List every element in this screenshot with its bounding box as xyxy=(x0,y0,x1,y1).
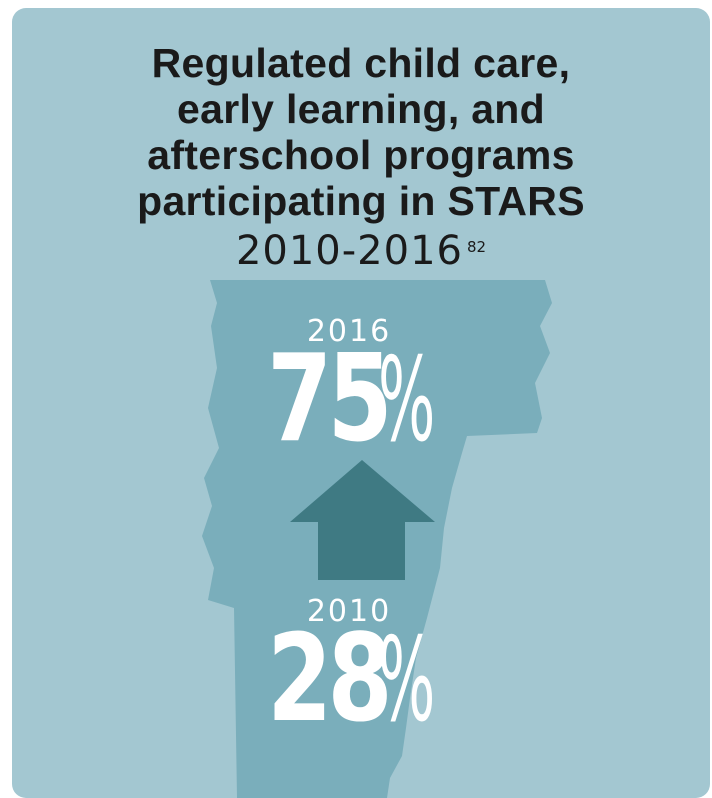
title-line-4: participating in STARS xyxy=(137,178,585,224)
title-line-2: early learning, and xyxy=(177,86,545,132)
vermont-map-icon xyxy=(202,280,552,798)
recent-percent: 75% xyxy=(12,330,710,469)
title-line-3: afterschool programs xyxy=(147,132,575,178)
footnote-marker: 82 xyxy=(466,238,487,256)
recent-year-label: 2016 xyxy=(306,314,392,349)
earlier-percent: 28% xyxy=(12,610,710,749)
infographic-card: Regulated child care, early learning, an… xyxy=(12,8,710,798)
year-range: 2010-2016 82 xyxy=(12,228,710,274)
recent-percent-value: 75 xyxy=(267,330,393,469)
earlier-percent-sign: % xyxy=(378,613,436,748)
infographic-title: Regulated child care, early learning, an… xyxy=(12,40,710,224)
recent-percent-sign: % xyxy=(378,333,436,468)
up-arrow-icon xyxy=(290,460,435,580)
earlier-percent-value: 28 xyxy=(267,610,393,749)
earlier-year-label: 2010 xyxy=(306,594,392,629)
title-line-1: Regulated child care, xyxy=(151,40,571,86)
year-range-text: 2010-2016 xyxy=(235,228,463,274)
